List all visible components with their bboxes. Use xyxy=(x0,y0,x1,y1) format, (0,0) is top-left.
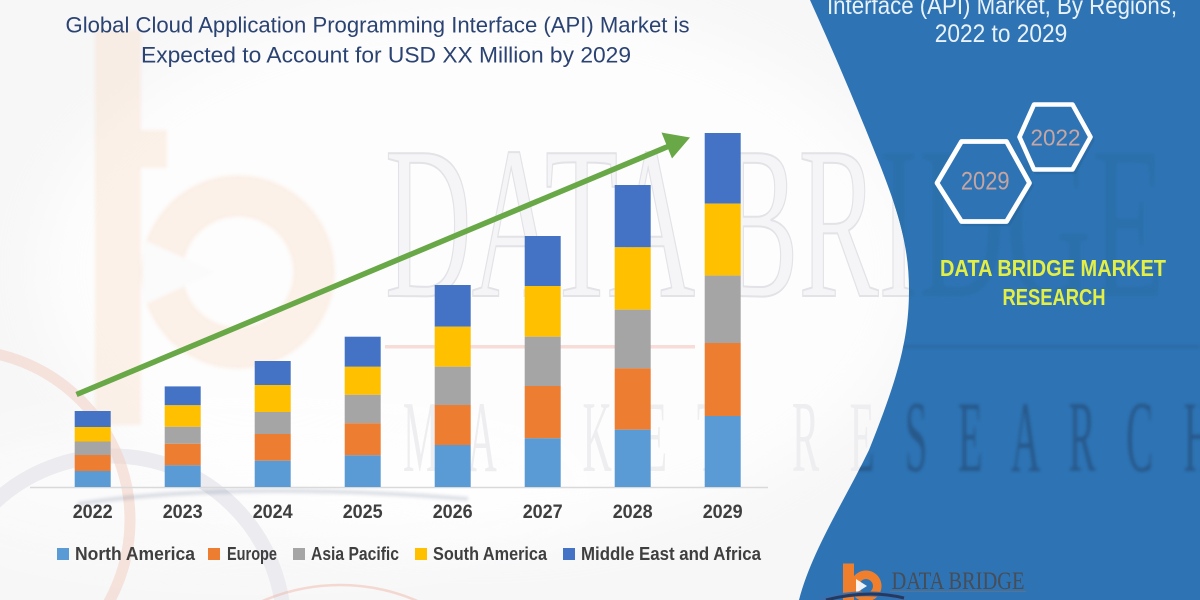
svg-text:2023: 2023 xyxy=(163,502,203,523)
svg-text:Europe: Europe xyxy=(227,544,277,564)
svg-text:2022 to 2029: 2022 to 2029 xyxy=(935,20,1068,48)
svg-text:Asia Pacific: Asia Pacific xyxy=(311,544,399,564)
svg-text:2029: 2029 xyxy=(961,168,1010,196)
svg-text:2026: 2026 xyxy=(433,502,473,523)
svg-text:MARKET RESEARCH: MARKET RESEARCH xyxy=(894,599,1021,600)
svg-text:RESEARCH: RESEARCH xyxy=(1003,284,1106,310)
svg-text:2022: 2022 xyxy=(1031,124,1081,150)
svg-text:2028: 2028 xyxy=(613,502,653,523)
svg-text:M A R K E T R: M A R K E T R E S E A R C H xyxy=(403,381,1200,494)
svg-text:2029: 2029 xyxy=(703,502,743,523)
svg-text:2027: 2027 xyxy=(523,502,563,523)
svg-text:2025: 2025 xyxy=(343,502,383,523)
svg-text:North America: North America xyxy=(75,544,196,564)
svg-text:DATA BRIDGE: DATA BRIDGE xyxy=(892,568,1025,595)
svg-text:DATA BRIDGE MARKET: DATA BRIDGE MARKET xyxy=(940,255,1167,281)
svg-text:Global Cloud Application Progr: Global Cloud Application Programming Int… xyxy=(66,12,690,37)
svg-text:Expected to Account for USD XX: Expected to Account for USD XX Million b… xyxy=(141,43,631,68)
svg-text:Middle East and Africa: Middle East and Africa xyxy=(581,544,762,564)
svg-text:Interface (API) Market, By Reg: Interface (API) Market, By Regions, xyxy=(827,0,1177,20)
svg-text:2022: 2022 xyxy=(73,502,113,523)
svg-text:2024: 2024 xyxy=(253,502,293,523)
svg-text:South America: South America xyxy=(433,544,548,564)
